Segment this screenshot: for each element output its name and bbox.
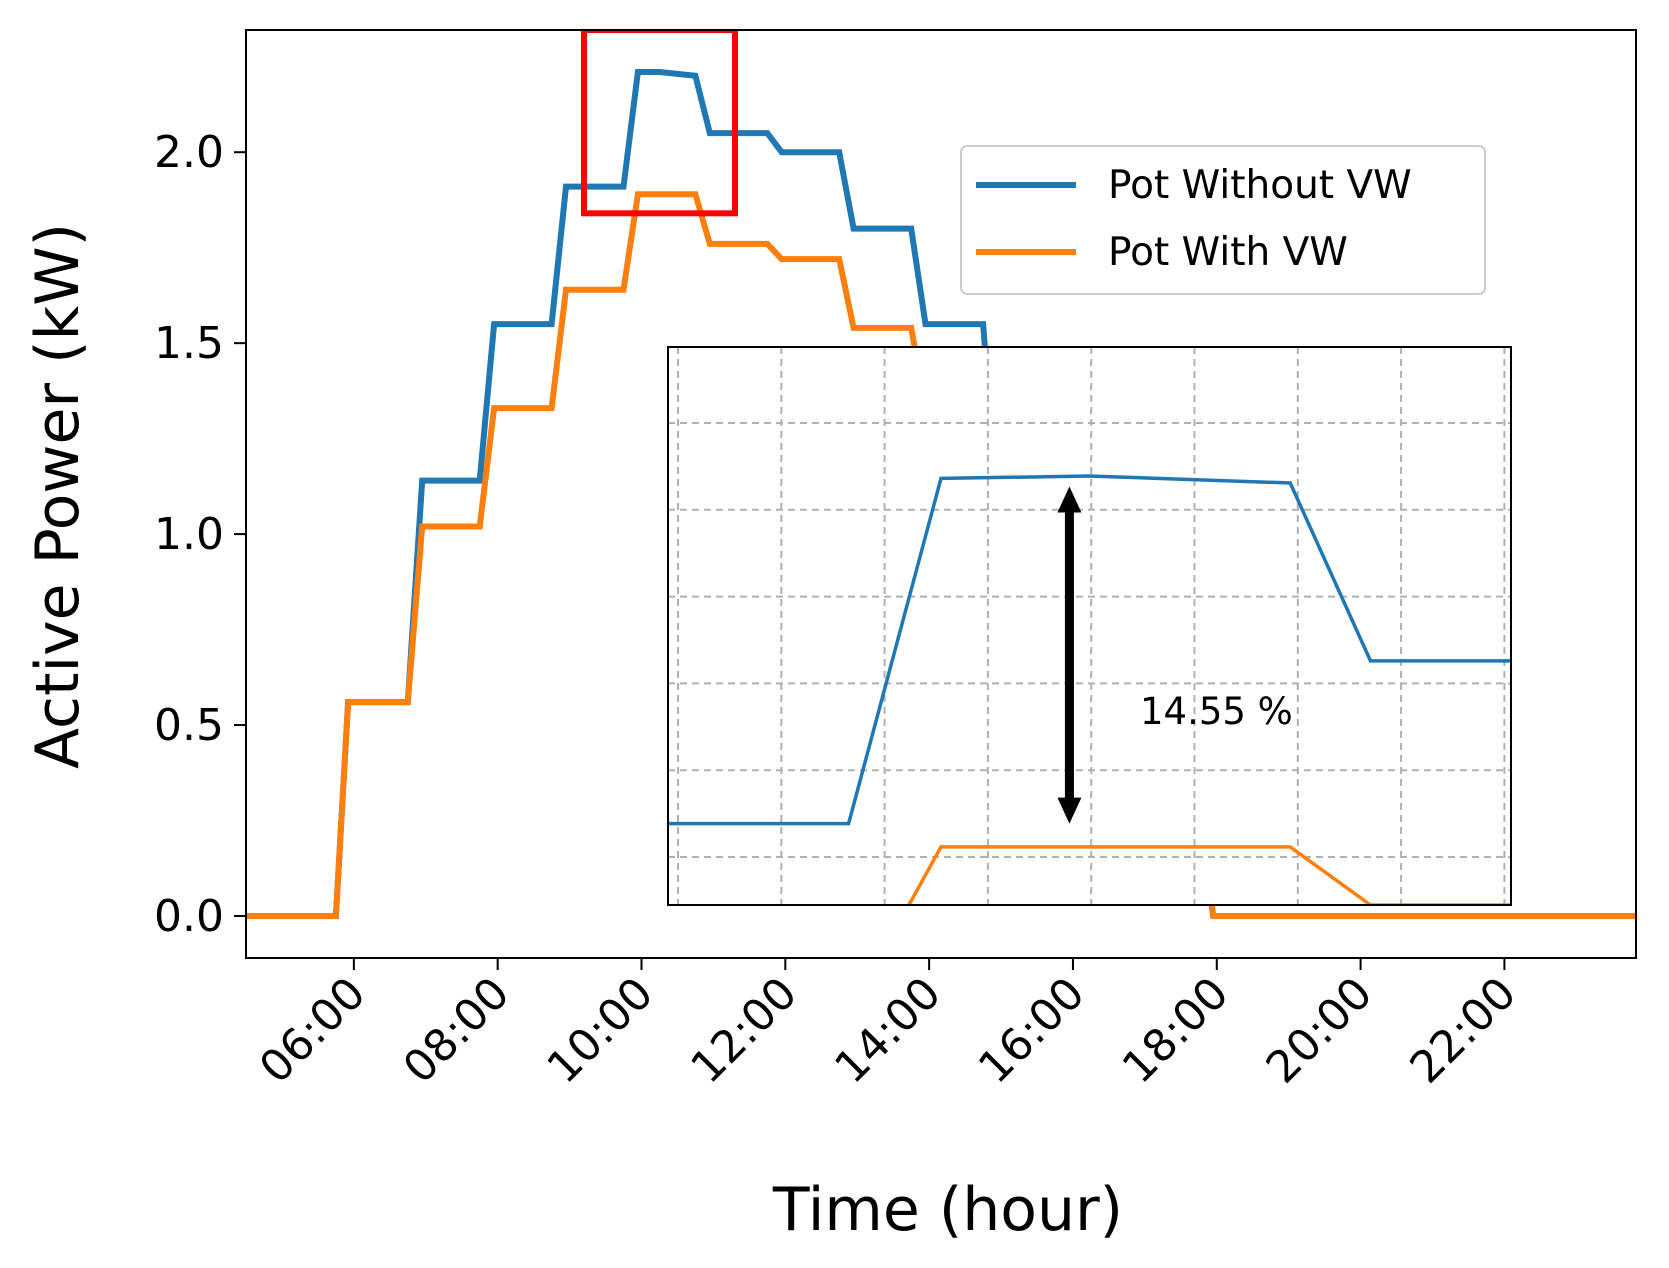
- y-tick-label: 1.0: [154, 509, 224, 560]
- inset-annotation-text: 14.55 %: [1140, 690, 1293, 733]
- zoom-highlight-box: [580, 30, 738, 217]
- inset-chart: 14.55 %: [667, 346, 1512, 906]
- y-axis-ticks: 0.0 0.5 1.0 1.5 2.0: [154, 127, 246, 942]
- main-axes-frame: [245, 29, 1637, 959]
- x-axis-ticks: 06:00 08:00 10:00 12:00 14:00 16:00 18:00 20:00…: [250, 958, 1526, 1093]
- x-tick-label: 14:00: [825, 968, 951, 1094]
- inset-background: [668, 347, 1511, 905]
- y-tick-label: 0.5: [154, 700, 224, 751]
- arrow-head-up: [1057, 486, 1082, 513]
- legend-label-pot-without-vw: Pot Without VW: [1108, 163, 1412, 208]
- inset-series-line-pot-without-vw: [668, 474, 1511, 826]
- y-tick-label: 1.5: [154, 318, 224, 369]
- x-tick-label: 18:00: [1113, 968, 1239, 1094]
- inset-grid: [668, 347, 1511, 905]
- x-tick-label: 12:00: [681, 968, 807, 1094]
- x-tick-label: 06:00: [250, 968, 376, 1094]
- x-tick-label: 22:00: [1400, 968, 1526, 1094]
- y-axis-title: Active Power (kW): [23, 223, 93, 769]
- x-tick-label: 10:00: [538, 968, 664, 1094]
- legend: Pot Without VW Pot With VW: [960, 145, 1486, 295]
- legend-box: [960, 145, 1486, 295]
- inset-plot-area: [668, 474, 1511, 905]
- y-tick-label: 2.0: [154, 127, 224, 178]
- inset-double-arrow: [1057, 486, 1082, 824]
- x-tick-label: 20:00: [1257, 968, 1383, 1094]
- inset-axes-frame: [667, 346, 1512, 906]
- inset-series-line-pot-with-vw: [907, 845, 1511, 905]
- arrow-head-down: [1057, 797, 1082, 824]
- legend-label-pot-with-vw: Pot With VW: [1108, 230, 1348, 275]
- y-tick-label: 0.0: [154, 891, 224, 942]
- x-axis-title: Time (hour): [772, 1175, 1123, 1245]
- highlight-layer: [580, 30, 738, 217]
- x-tick-label: 08:00: [394, 968, 520, 1094]
- x-tick-label: 16:00: [969, 968, 1095, 1094]
